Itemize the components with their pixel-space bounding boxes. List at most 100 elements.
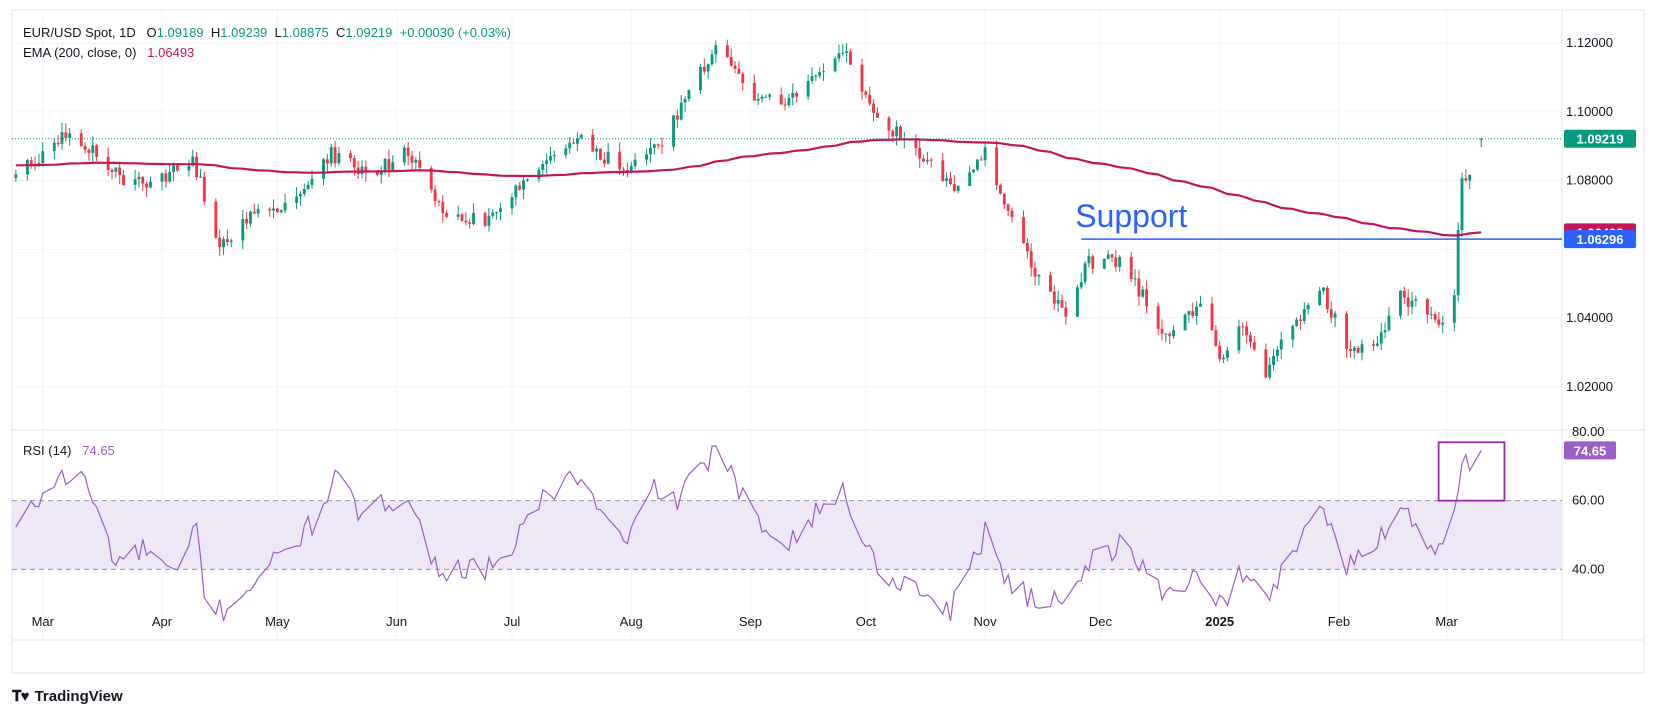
candle [195,152,199,181]
candle [652,143,656,155]
candle-body [675,115,679,120]
candle-body [806,80,810,97]
candle-body [325,159,329,164]
candle [1333,310,1337,328]
candle-body [591,134,595,152]
candle-body [456,214,460,217]
candle-body [302,188,306,194]
time-tick-label: Jun [386,614,407,629]
candle [483,211,487,228]
candle-body [1091,256,1095,269]
candle-body [472,212,475,224]
candle [60,122,64,151]
ema-path [15,138,1482,237]
candle-body [725,45,729,58]
candle [591,128,595,152]
candle-body [1006,204,1010,211]
candle-body [1079,282,1083,288]
candle [572,138,575,145]
candle [1302,301,1306,324]
candle [283,194,287,214]
candle-body [375,172,379,175]
candle-body [1399,290,1402,316]
candle [256,204,260,218]
candle [1214,324,1218,347]
candle-body [656,144,660,146]
candle [337,146,341,166]
candle-body [1191,311,1195,316]
open-value: 1.09189 [156,25,204,40]
candle-body [1456,230,1460,296]
candle-body [1349,349,1352,352]
candle-body [875,112,879,118]
candle-body [860,64,864,92]
candle [656,143,660,150]
candle [833,56,837,73]
candle [433,185,437,207]
candle-body [779,94,783,105]
candle [929,157,933,168]
candle-body [495,212,499,214]
candle-body [545,160,549,165]
candle-body [649,147,652,155]
candle-body [914,138,918,149]
candle-body [1187,311,1191,315]
candle-body [1087,256,1091,264]
candle [472,203,475,226]
candle-body [483,212,487,226]
candle [1406,289,1410,316]
candle [1191,302,1195,319]
candle-body [1056,300,1060,304]
candle [68,128,72,146]
candle [164,169,168,188]
candle-body [1110,254,1114,258]
candle-body [979,159,983,161]
candle [1037,274,1041,286]
candle [764,94,768,98]
candle-body [564,148,568,155]
candle [25,158,29,181]
candle-body [1468,174,1472,181]
rsi-tag-label: 74.65 [1574,443,1607,458]
candle-body [218,237,222,248]
time-tick-label: Dec [1089,614,1113,629]
time-tick-label: Jul [504,614,521,629]
price-tick-label: 1.02000 [1566,379,1613,394]
candle [122,169,125,186]
candle-body [441,201,445,214]
candle [1079,272,1083,290]
candle-body [1249,335,1252,343]
candle-body [818,72,822,76]
candle [460,212,464,222]
rsi-highlight-box [1437,441,1506,502]
candle-body [283,202,287,211]
candle [229,238,233,248]
candle [787,93,791,108]
candle [814,74,818,82]
candle-body [222,239,225,248]
candle-body [364,166,368,173]
candle [564,144,568,159]
candle [41,142,45,167]
candle [1360,339,1364,361]
candlestick-series [14,39,1483,381]
candle [272,199,275,219]
candle-body [1268,364,1272,378]
candle [968,165,972,186]
candle [706,63,710,79]
candle-body [191,156,195,166]
ema-label: EMA (200, close, 0) [23,45,137,60]
candle-body [1306,305,1310,310]
candle-body [122,175,125,185]
price-tag: 1.06296 [1564,230,1636,249]
rsi-path [15,445,1482,622]
candle-body [249,211,252,224]
candle-body [729,57,733,66]
candle-body [660,145,664,147]
candle [1237,319,1241,354]
candle-body [414,159,418,163]
candle [1183,313,1187,331]
candle [756,93,760,105]
candle [1272,348,1275,371]
candle-body [1210,303,1214,331]
